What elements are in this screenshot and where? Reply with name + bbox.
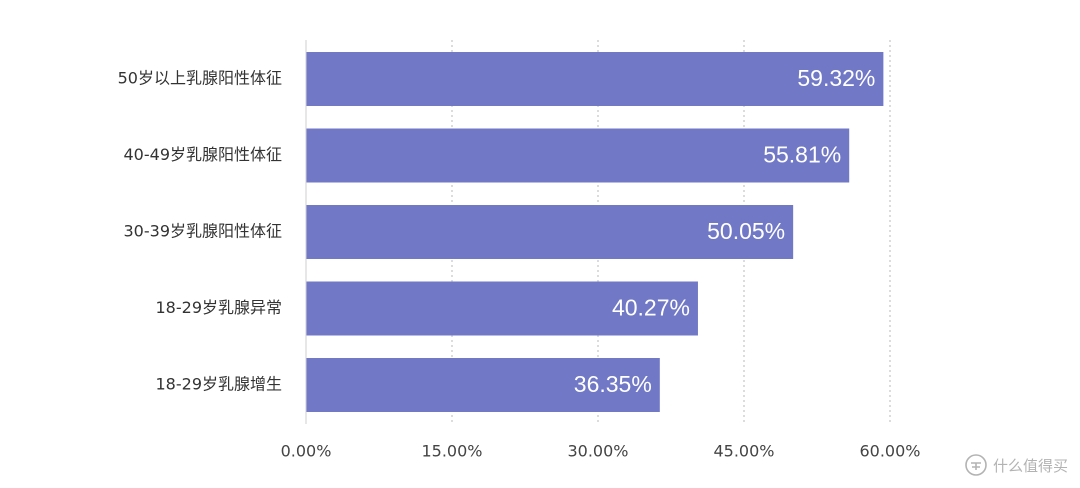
category-label: 40-49岁乳腺阳性体征 — [124, 145, 283, 164]
axes: 0.00% 15.00% 30.00% 45.00% 60.00% 50岁以上乳腺阳性体征… — [118, 40, 921, 461]
watermark: 什么值得买 — [965, 454, 1068, 476]
value-label: 36.35% — [574, 371, 652, 397]
x-tick-label: 45.00% — [713, 442, 774, 461]
x-tick-label: 30.00% — [567, 442, 628, 461]
bars: 59.32% 55.81% 50.05% 40.27% 36.35% — [306, 52, 884, 412]
value-label: 40.27% — [612, 295, 690, 321]
value-label: 59.32% — [797, 65, 875, 91]
bar — [306, 358, 660, 412]
x-tick-label: 60.00% — [859, 442, 920, 461]
watermark-text: 什么值得买 — [992, 456, 1068, 475]
value-label: 50.05% — [707, 218, 785, 244]
category-label: 18-29岁乳腺异常 — [156, 298, 283, 317]
bar — [306, 52, 884, 106]
x-tick-label: 0.00% — [281, 442, 332, 461]
bar — [306, 128, 850, 183]
bar — [306, 205, 794, 259]
value-label: 55.81% — [763, 142, 841, 168]
category-label: 50岁以上乳腺阳性体征 — [118, 69, 282, 88]
x-tick-label: 15.00% — [421, 442, 482, 461]
smzdm-logo-icon — [965, 454, 987, 476]
bar — [306, 281, 698, 336]
category-label: 30-39岁乳腺阳性体征 — [124, 222, 283, 241]
category-label: 18-29岁乳腺增生 — [156, 375, 283, 394]
